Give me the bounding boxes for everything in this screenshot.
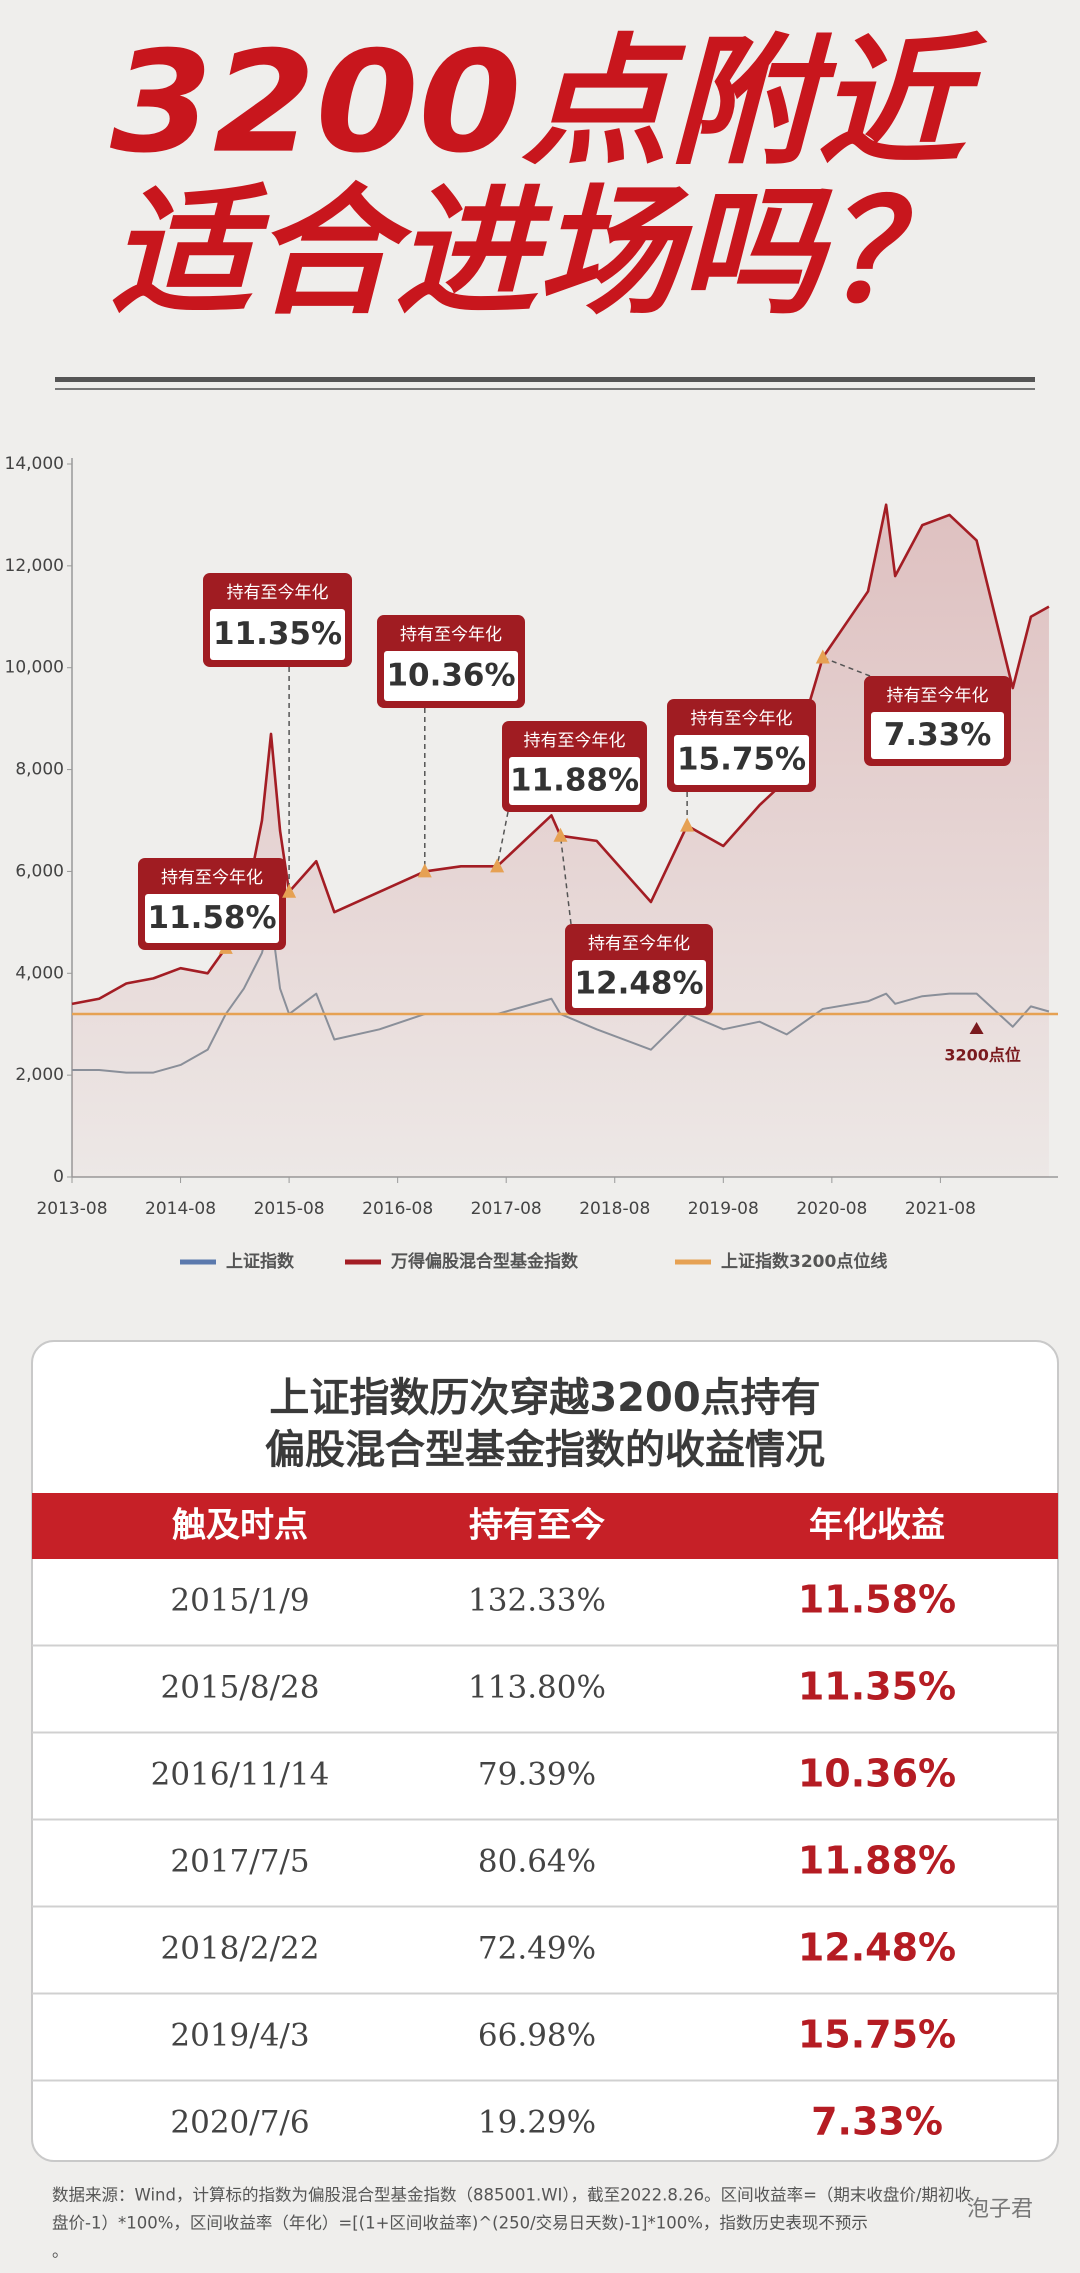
callout-marker [553, 827, 568, 842]
callout-value: 10.36% [386, 658, 515, 694]
y-tick-label: 8,000 [15, 760, 64, 780]
callout-marker [417, 863, 432, 878]
callout-label: 持有至今年化 [161, 868, 263, 888]
reference-marker [969, 1022, 984, 1035]
table-cell: 10.36% [798, 1752, 956, 1796]
legend-label: 上证指数 [226, 1251, 295, 1272]
callout-value: 12.48% [574, 966, 703, 1002]
table-cell: 19.29% [478, 2105, 596, 2141]
table-cell: 79.39% [478, 1757, 596, 1793]
callout-label: 持有至今年化 [691, 709, 793, 729]
callout-label: 持有至今年化 [588, 934, 690, 954]
callout-inner [145, 894, 279, 943]
y-tick-label: 14,000 [5, 454, 64, 474]
table-cell: 2016/11/14 [151, 1757, 330, 1793]
callout-value: 7.33% [884, 717, 992, 753]
table-cell: 2018/2/22 [161, 1931, 320, 1967]
x-tick-label: 2017-08 [471, 1199, 542, 1219]
table-cell: 2015/8/28 [161, 1670, 320, 1706]
watermark: 泡子君 [967, 2197, 1033, 2222]
table-cell: 72.49% [478, 1931, 596, 1967]
y-tick-label: 0 [53, 1167, 64, 1187]
callout-marker [490, 858, 505, 873]
table-cell: 2015/1/9 [170, 1583, 309, 1619]
callout-value: 11.58% [147, 900, 276, 936]
callout-label: 持有至今年化 [400, 625, 502, 645]
callout-connector [496, 811, 509, 867]
watermark-text: 泡子君 [967, 2197, 1033, 2222]
footnote: 数据来源：Wind，计算标的指数为偏股混合型基金指数（885001.WI），截至… [52, 2186, 971, 2205]
x-tick-label: 2016-08 [362, 1199, 433, 1219]
legend-label: 上证指数3200点位线 [721, 1251, 887, 1272]
callout-inner [509, 757, 640, 805]
table-header-cell: 触及时点 [172, 1506, 308, 1546]
table-cell: 2020/7/6 [170, 2105, 309, 2141]
x-tick-label: 2021-08 [905, 1199, 976, 1219]
table-cell: 11.88% [798, 1839, 956, 1883]
table-title: 上证指数历次穿越3200点持有 [269, 1375, 820, 1421]
footnote: 盘价-1）*100%，区间收益率（年化）=[(1+区间收益率)^(250/交易日… [52, 2214, 868, 2233]
callout-marker [680, 817, 695, 832]
callout-inner [674, 735, 809, 785]
callout-inner [210, 609, 345, 660]
callout-marker [282, 883, 297, 898]
reference-label: 3200点位 [944, 1046, 1021, 1065]
series-line [72, 916, 1050, 1074]
x-tick-label: 2019-08 [688, 1199, 759, 1219]
table-cell: 113.80% [468, 1670, 606, 1706]
table-header-cell: 持有至今 [469, 1506, 605, 1546]
table-cell: 80.64% [478, 1844, 596, 1880]
y-tick-label: 2,000 [15, 1065, 64, 1085]
callout-label: 持有至今年化 [524, 731, 626, 751]
x-tick-label: 2020-08 [796, 1199, 867, 1219]
table-cell: 11.35% [798, 1665, 956, 1709]
title-line: 适合进场吗？ [110, 172, 965, 335]
divider [55, 377, 1035, 382]
callout-value: 11.35% [213, 616, 342, 652]
x-tick-label: 2018-08 [579, 1199, 650, 1219]
callout-connector [559, 835, 572, 925]
y-tick-label: 4,000 [15, 963, 64, 983]
callout-value: 15.75% [677, 742, 806, 778]
callout-inner [572, 960, 706, 1008]
table-cell: 11.58% [798, 1578, 956, 1622]
x-tick-label: 2014-08 [145, 1199, 216, 1219]
y-tick-label: 6,000 [15, 861, 64, 881]
table-cell: 12.48% [798, 1926, 956, 1970]
table-header-cell: 年化收益 [809, 1506, 945, 1546]
callout-value: 11.88% [510, 763, 639, 799]
y-tick-label: 10,000 [5, 658, 64, 678]
callout-marker [815, 649, 830, 664]
table-cell: 7.33% [811, 2100, 943, 2144]
callout-label: 持有至今年化 [227, 583, 329, 603]
x-tick-label: 2015-08 [254, 1199, 325, 1219]
callout-label: 持有至今年化 [887, 686, 989, 706]
callout-inner [384, 651, 518, 701]
x-tick-label: 2013-08 [36, 1199, 107, 1219]
divider [55, 388, 1035, 390]
y-tick-label: 12,000 [5, 556, 64, 576]
legend-label: 万得偏股混合型基金指数 [390, 1251, 579, 1272]
table-cell: 132.33% [468, 1583, 606, 1619]
callout-inner [871, 712, 1004, 759]
title-line: 3200点附近 [110, 22, 988, 185]
table-cell: 15.75% [798, 2013, 956, 2057]
table-title: 偏股混合型基金指数的收益情况 [265, 1427, 825, 1473]
table-header-bar [32, 1493, 1058, 1559]
footnote: 。 [52, 2242, 69, 2261]
table-cell: 2019/4/3 [170, 2018, 309, 2054]
table-cell: 2017/7/5 [170, 1844, 309, 1880]
table-cell: 66.98% [478, 2018, 596, 2054]
